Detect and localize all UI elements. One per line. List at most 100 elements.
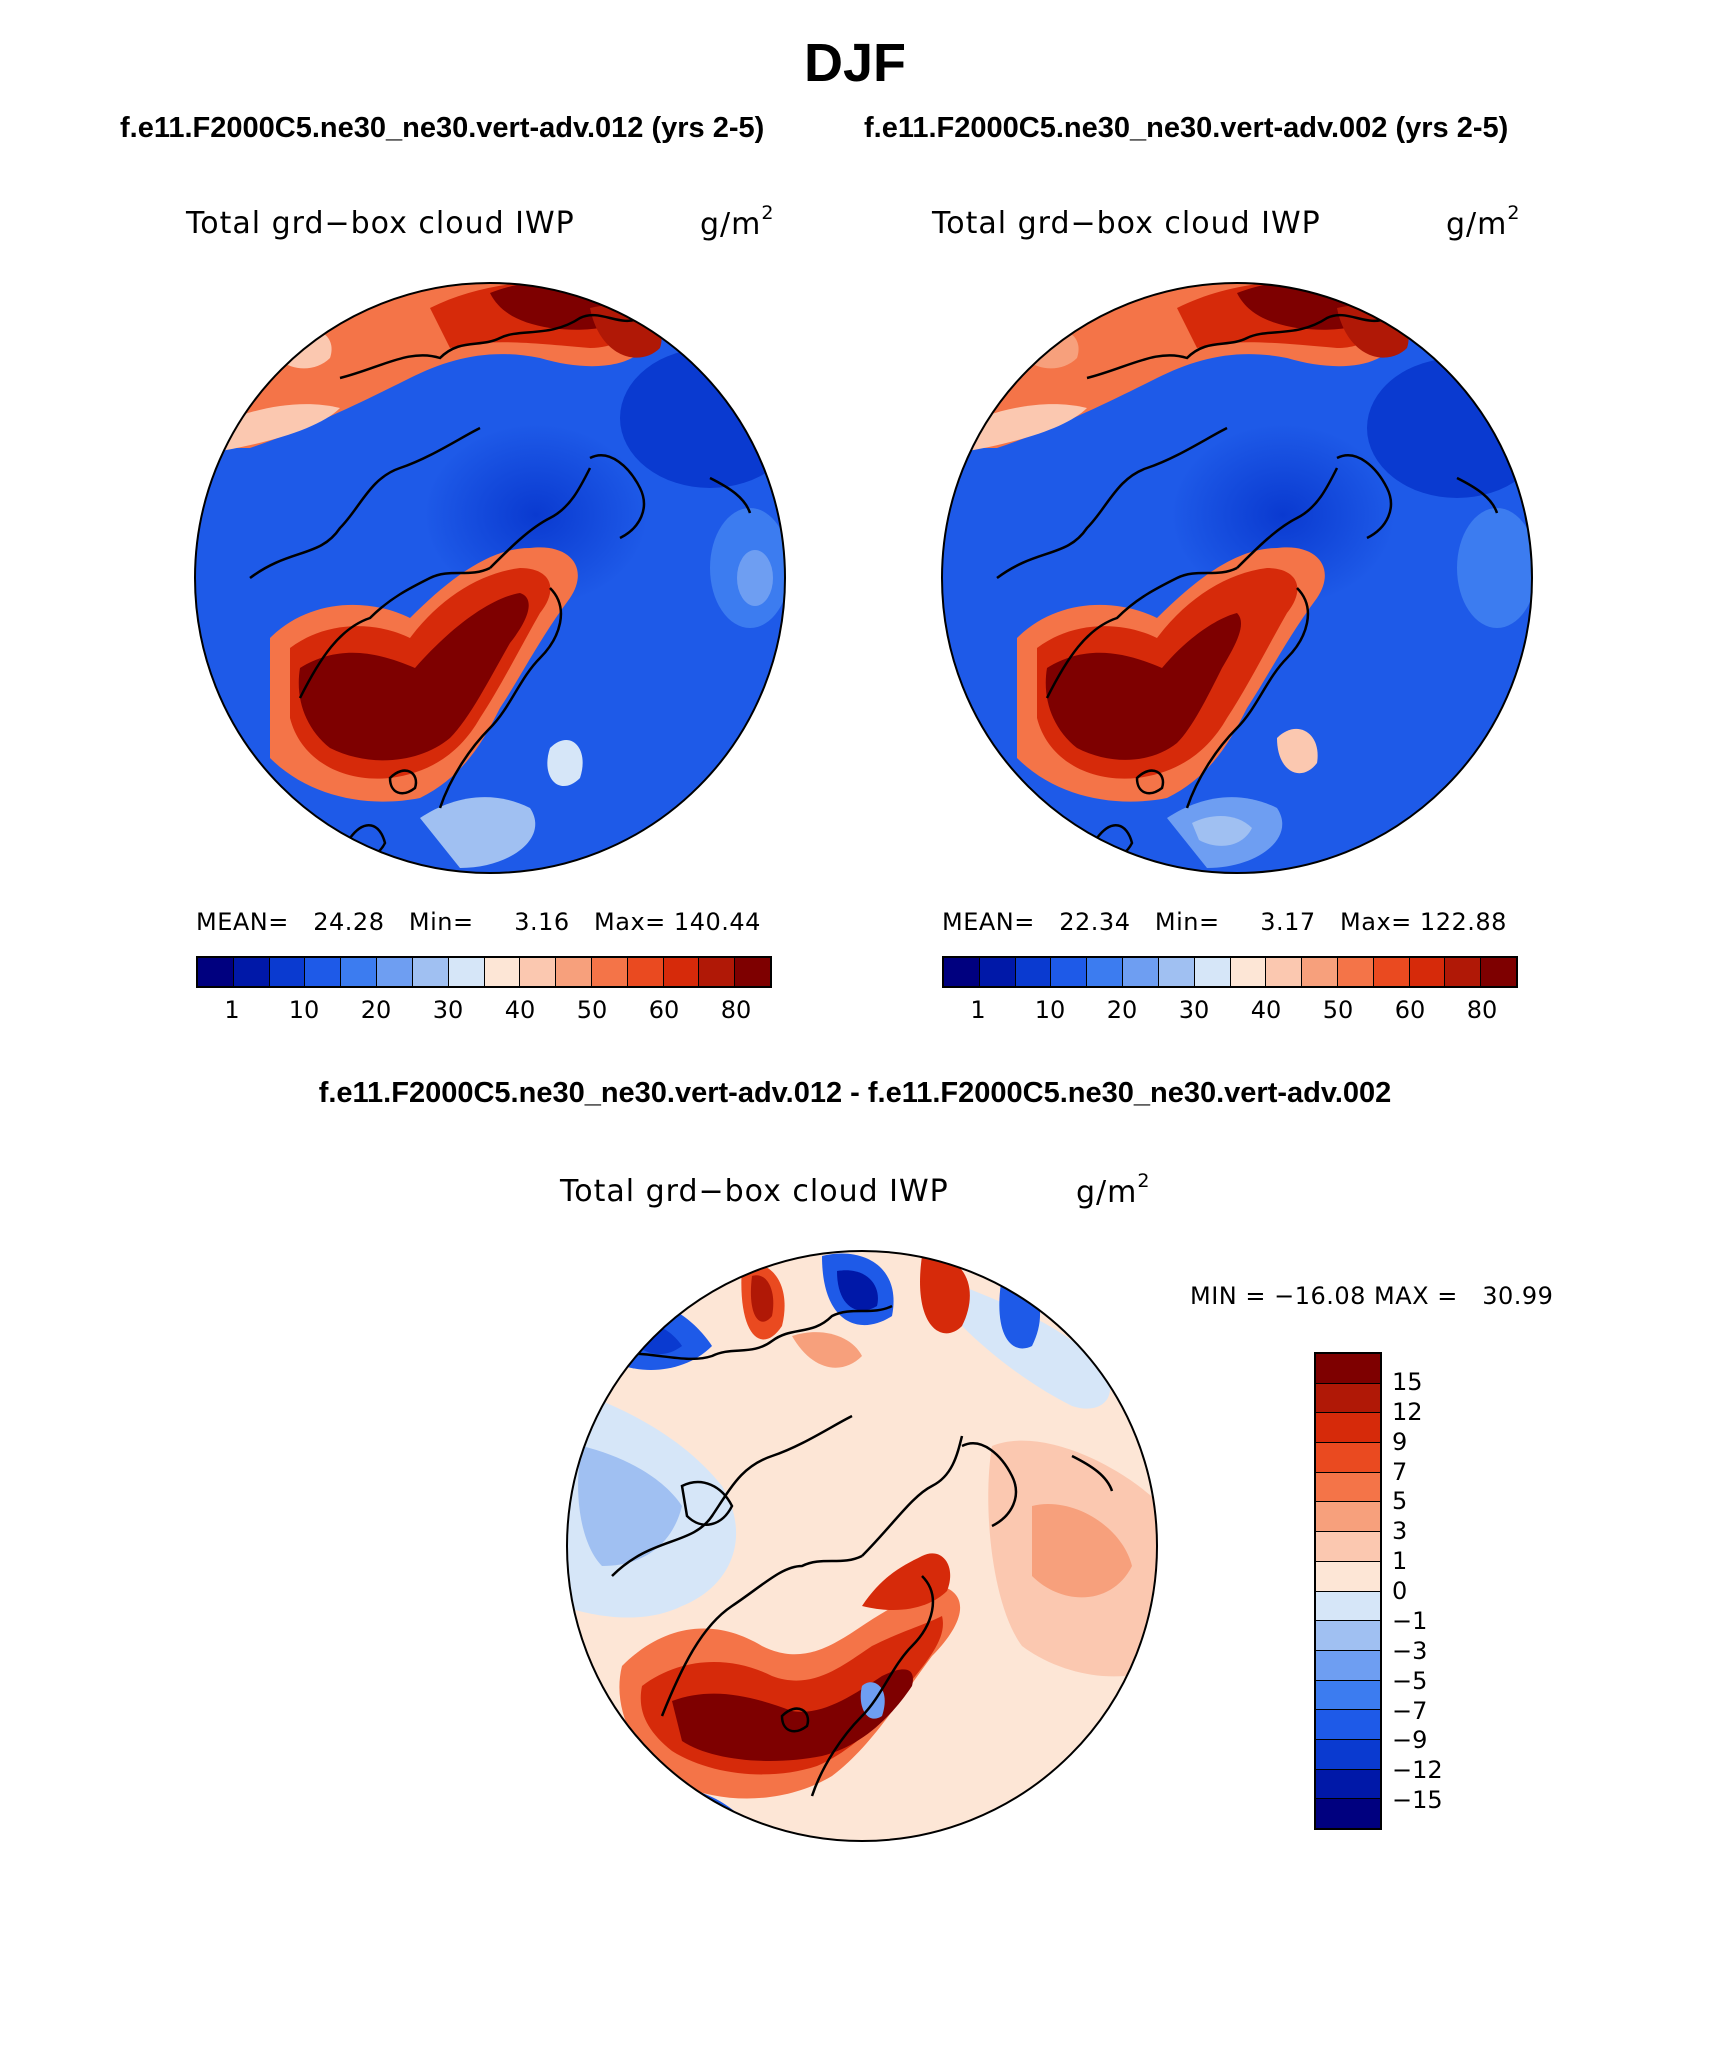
colorbar-tick-label: −7 bbox=[1392, 1696, 1428, 1725]
page-title: DJF bbox=[803, 33, 906, 93]
colorbar-swatch bbox=[412, 958, 449, 986]
colorbar-swatch bbox=[663, 958, 700, 986]
colorbar-difference-labels: 15 12 9 7 5 3 1 0 −1 −3 −5 −7 −9 −12 −15 bbox=[1392, 1352, 1512, 1830]
colorbar-swatch bbox=[1337, 958, 1374, 986]
diff-variable-label: Total grd−box cloud IWP bbox=[560, 1174, 949, 1209]
colorbar-swatch bbox=[1316, 1354, 1380, 1384]
colorbar-swatch bbox=[1194, 958, 1231, 986]
colorbar-tick-label: 40 bbox=[504, 996, 536, 1024]
difference-title: f.e11.F2000C5.ne30_ne30.vert-adv.012 - f… bbox=[318, 1077, 1392, 1109]
colorbar-swatch bbox=[1316, 1561, 1380, 1592]
colorbar-swatch bbox=[1445, 958, 1482, 986]
colorbar-tick-label: 10 bbox=[1034, 996, 1066, 1024]
colorbar-swatch bbox=[1373, 958, 1410, 986]
panel-units: g/m2 bbox=[700, 202, 775, 242]
colorbar-swatch bbox=[1316, 1502, 1380, 1533]
colorbar-swatch bbox=[944, 958, 980, 986]
colorbar-swatch bbox=[1316, 1710, 1380, 1740]
colorbar-tick-label: 0 bbox=[1392, 1577, 1408, 1605]
colorbar-swatch bbox=[233, 958, 270, 986]
colorbar-tick-label: −3 bbox=[1392, 1636, 1428, 1665]
colorbar-tick-label: 1 bbox=[224, 996, 240, 1024]
case-title-right: f.e11.F2000C5.ne30_ne30.vert-adv.002 (yr… bbox=[864, 112, 1509, 144]
polar-map-difference bbox=[566, 1250, 1158, 1842]
colorbar-swatch bbox=[1316, 1383, 1380, 1414]
colorbar-swatch bbox=[1302, 958, 1338, 986]
colorbar-swatch bbox=[1266, 958, 1303, 986]
colorbar-tick-label: 80 bbox=[720, 996, 752, 1024]
colorbar-swatch bbox=[520, 958, 557, 986]
colorbar-tick-label: 20 bbox=[360, 996, 392, 1024]
colorbar-swatch bbox=[699, 958, 736, 986]
colorbar-swatch bbox=[1158, 958, 1195, 986]
panel-variable-label: Total grd−box cloud IWP bbox=[932, 206, 1321, 241]
colorbar-swatch bbox=[556, 958, 592, 986]
colorbar-tick-label: 9 bbox=[1392, 1427, 1408, 1456]
colorbar-swatch bbox=[1481, 958, 1516, 986]
colorbar-tick-label: 20 bbox=[1106, 996, 1138, 1024]
colorbar-swatch bbox=[1316, 1621, 1380, 1651]
colorbar-tick-label: 60 bbox=[648, 996, 680, 1024]
polar-map-right bbox=[941, 282, 1533, 874]
colorbar-tick-label: −5 bbox=[1392, 1666, 1428, 1695]
colorbar-tick-label: −1 bbox=[1392, 1606, 1428, 1635]
colorbar-tick-label: 7 bbox=[1392, 1457, 1408, 1486]
colorbar-tick-label: 80 bbox=[1466, 996, 1498, 1024]
colorbar-swatch bbox=[305, 958, 342, 986]
diff-min-max: MIN = −16.08 MAX = 30.99 bbox=[1190, 1282, 1554, 1310]
colorbar-tick-label: 50 bbox=[576, 996, 608, 1024]
colorbar-swatch bbox=[269, 958, 306, 986]
polar-map-left bbox=[194, 282, 786, 874]
colorbar-difference bbox=[1314, 1352, 1382, 1830]
colorbar-tick-label: 1 bbox=[1392, 1547, 1408, 1576]
colorbar-swatch bbox=[627, 958, 664, 986]
colorbar-tick-label: 60 bbox=[1394, 996, 1426, 1024]
panel-units: g/m2 bbox=[1446, 202, 1521, 242]
colorbar-left-labels: 1 10 20 30 40 50 60 80 bbox=[196, 996, 772, 1026]
panel-stats-left: MEAN= 24.28 Min= 3.16 Max= 140.44 bbox=[196, 908, 761, 936]
colorbar-tick-label: 10 bbox=[288, 996, 320, 1024]
colorbar-swatch bbox=[1316, 1443, 1380, 1473]
colorbar-swatch bbox=[448, 958, 485, 986]
colorbar-tick-label: −12 bbox=[1392, 1756, 1443, 1785]
colorbar-tick-label: 5 bbox=[1392, 1487, 1408, 1516]
colorbar-swatch bbox=[735, 958, 770, 986]
colorbar-swatch bbox=[1316, 1739, 1380, 1770]
colorbar-swatch bbox=[1051, 958, 1088, 986]
colorbar-swatch bbox=[1316, 1769, 1380, 1800]
colorbar-left bbox=[196, 956, 772, 988]
colorbar-swatch bbox=[1015, 958, 1052, 986]
colorbar-tick-label: 3 bbox=[1392, 1517, 1408, 1546]
colorbar-swatch bbox=[1123, 958, 1159, 986]
colorbar-tick-label: 15 bbox=[1392, 1367, 1423, 1396]
colorbar-swatch bbox=[1316, 1532, 1380, 1562]
colorbar-right bbox=[942, 956, 1518, 988]
colorbar-tick-label: 50 bbox=[1322, 996, 1354, 1024]
colorbar-tick-label: 30 bbox=[1178, 996, 1210, 1024]
colorbar-swatch bbox=[591, 958, 628, 986]
colorbar-swatch bbox=[1409, 958, 1446, 986]
colorbar-swatch bbox=[1316, 1413, 1380, 1444]
colorbar-swatch bbox=[198, 958, 234, 986]
colorbar-swatch bbox=[979, 958, 1016, 986]
colorbar-tick-label: −9 bbox=[1392, 1726, 1428, 1755]
colorbar-swatch bbox=[1316, 1472, 1380, 1503]
colorbar-swatch bbox=[1087, 958, 1124, 986]
colorbar-swatch bbox=[377, 958, 413, 986]
colorbar-swatch bbox=[484, 958, 521, 986]
case-title-left: f.e11.F2000C5.ne30_ne30.vert-adv.012 (yr… bbox=[120, 112, 765, 144]
colorbar-tick-label: 1 bbox=[970, 996, 986, 1024]
colorbar-right-labels: 1 10 20 30 40 50 60 80 bbox=[942, 996, 1518, 1026]
colorbar-tick-label: 12 bbox=[1392, 1397, 1423, 1426]
panel-stats-right: MEAN= 22.34 Min= 3.17 Max= 122.88 bbox=[942, 908, 1507, 936]
diff-units: g/m2 bbox=[1076, 1170, 1151, 1210]
colorbar-swatch bbox=[1230, 958, 1267, 986]
colorbar-swatch bbox=[1316, 1591, 1380, 1622]
colorbar-swatch bbox=[1316, 1680, 1380, 1711]
colorbar-swatch bbox=[341, 958, 378, 986]
colorbar-tick-label: −15 bbox=[1392, 1786, 1443, 1815]
colorbar-swatch bbox=[1316, 1799, 1380, 1828]
colorbar-swatch bbox=[1316, 1650, 1380, 1681]
colorbar-tick-label: 30 bbox=[432, 996, 464, 1024]
panel-variable-label: Total grd−box cloud IWP bbox=[186, 206, 575, 241]
